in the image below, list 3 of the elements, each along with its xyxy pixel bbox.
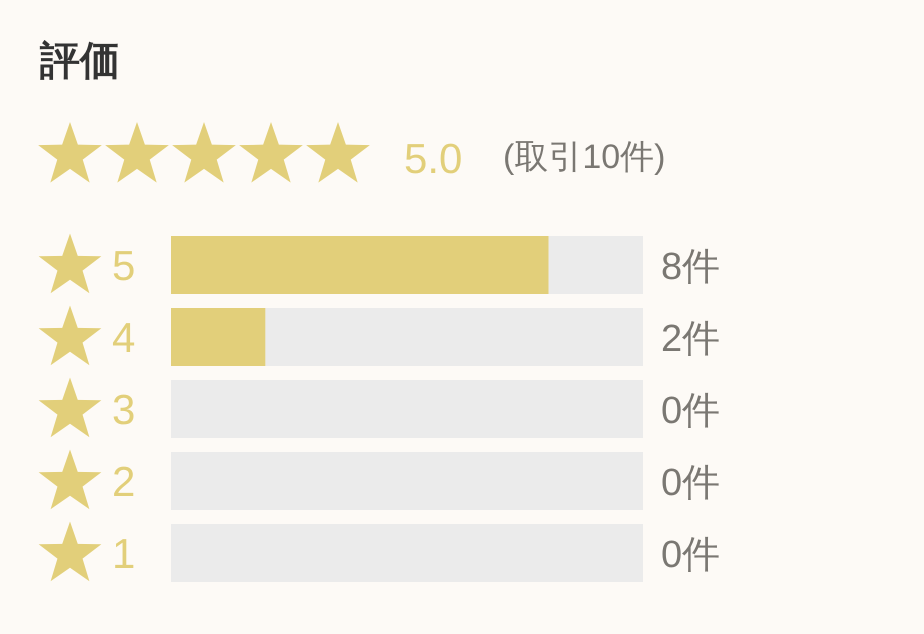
annotation: (取引10件) [503,138,666,176]
title: 評価 [40,39,120,83]
subtitle: 5.0 [404,135,462,182]
